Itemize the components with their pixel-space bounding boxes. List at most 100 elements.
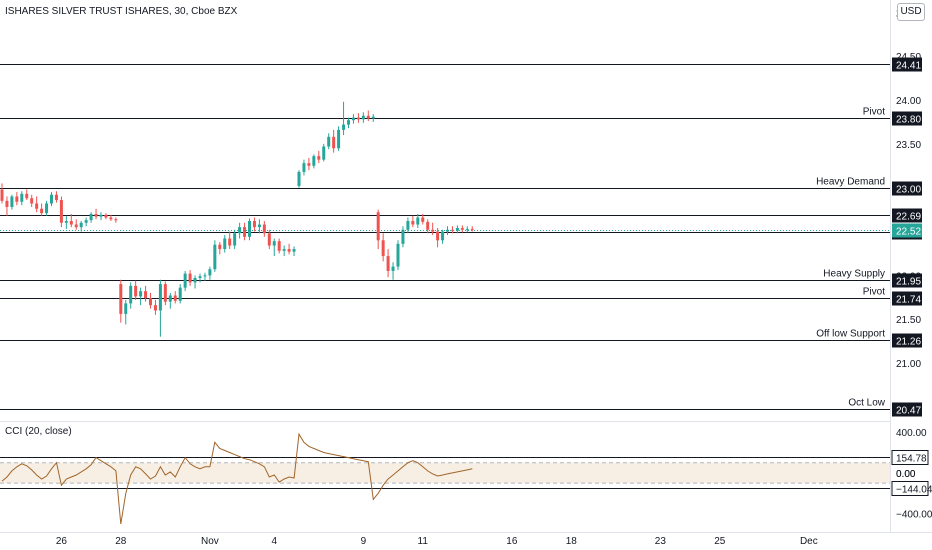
candle-body <box>40 208 44 214</box>
candle-body <box>129 285 133 304</box>
cci-tick-label[interactable]: −400.00 <box>896 510 932 521</box>
candle-body <box>322 146 326 160</box>
time-tick-label[interactable]: 18 <box>566 536 578 547</box>
candle-body <box>50 194 53 204</box>
candle-body <box>446 229 449 232</box>
candlestick-series <box>0 101 474 337</box>
candle-body <box>421 217 425 222</box>
cci-level-label[interactable]: −144.04 <box>896 485 932 496</box>
time-tick-label[interactable]: 16 <box>506 536 518 547</box>
candle-body <box>0 189 4 201</box>
candle-body <box>114 219 118 221</box>
level-price-badge[interactable] <box>892 291 922 306</box>
level-price-label[interactable]: 23.80 <box>896 115 921 126</box>
candle-body <box>262 224 266 234</box>
candle-body <box>30 198 34 204</box>
candle-body <box>356 117 360 120</box>
symbol-title[interactable]: ISHARES SILVER TRUST ISHARES, 30, Cboe B… <box>5 6 238 17</box>
candle-body <box>396 243 400 267</box>
time-tick-label[interactable]: Dec <box>800 536 818 547</box>
candle-body <box>441 231 445 241</box>
candle-body <box>431 229 435 232</box>
candle-body <box>238 227 242 234</box>
time-tick-label[interactable]: 25 <box>714 536 726 547</box>
candle-body <box>45 203 49 214</box>
candle-body <box>69 221 73 225</box>
candle-body <box>297 171 301 186</box>
last-price-badge[interactable] <box>892 223 922 238</box>
candle-body <box>233 233 237 246</box>
candle-body <box>302 163 306 172</box>
candle-body <box>64 221 68 223</box>
level-price-label[interactable]: 20.47 <box>896 406 921 417</box>
candle-body <box>35 203 39 209</box>
cci-level-label[interactable]: 154.78 <box>896 454 927 465</box>
candle-body <box>287 249 291 252</box>
level-price-badge[interactable] <box>892 333 922 348</box>
candle-body <box>163 284 167 302</box>
cci-bands <box>0 457 890 489</box>
time-tick-label[interactable]: 4 <box>271 536 277 547</box>
candle-body <box>144 291 148 299</box>
candle-body <box>347 120 350 125</box>
level-name-label: Oct Low <box>848 398 885 409</box>
candle-body <box>267 233 271 246</box>
price-tick-label[interactable]: 21.00 <box>896 359 921 370</box>
cci-zero-label[interactable]: 0.00 <box>896 469 916 480</box>
time-tick-label[interactable]: Nov <box>201 536 219 547</box>
time-tick-label[interactable]: 11 <box>418 536 429 547</box>
cci-tick-label[interactable]: 0.00 <box>896 469 916 480</box>
level-price-label[interactable]: 21.95 <box>896 277 921 288</box>
level-price-label[interactable]: 22.69 <box>896 212 921 223</box>
level-price-label[interactable]: 23.00 <box>896 185 921 196</box>
cci-band-fill <box>0 462 890 484</box>
candle-body <box>470 228 474 230</box>
price-tick-label[interactable]: 21.50 <box>896 315 921 326</box>
level-price-badge[interactable] <box>892 208 922 223</box>
time-tick-label[interactable]: 28 <box>115 536 127 547</box>
candle-body <box>124 303 128 314</box>
candle-body <box>89 214 93 221</box>
last-price-label[interactable]: 22.52 <box>896 227 921 238</box>
horizontal-levels: Pivot Heavy Demand Heavy Supply Pivot Off lo… <box>0 64 890 410</box>
candle-body <box>406 221 410 230</box>
cci-series <box>1 432 473 524</box>
candle-body <box>416 217 420 225</box>
price-axis[interactable]: 25.0024.5024.0023.5023.0022.5022.0021.50… <box>892 8 922 417</box>
level-name-label: Pivot <box>863 287 885 298</box>
level-price-badge[interactable] <box>892 111 922 126</box>
candle-body <box>193 277 197 283</box>
time-tick-label[interactable]: 23 <box>655 536 667 547</box>
level-price-badge[interactable] <box>892 181 922 196</box>
cci-level-badge[interactable] <box>891 450 929 465</box>
level-price-label[interactable]: 21.26 <box>896 337 921 348</box>
level-price-label[interactable]: 21.74 <box>896 295 921 306</box>
candle-body <box>15 196 19 202</box>
candle-body <box>243 227 247 237</box>
indicator-title[interactable]: CCI (20, close) <box>5 426 72 437</box>
candle-body <box>158 284 162 311</box>
time-tick-label[interactable]: 9 <box>361 536 367 547</box>
price-tick-label[interactable]: 23.50 <box>896 140 921 151</box>
level-price-label[interactable]: 24.41 <box>896 61 921 72</box>
level-price-badge[interactable] <box>892 57 922 72</box>
candle-body <box>460 228 464 230</box>
candle-body <box>455 228 459 231</box>
level-price-badge[interactable] <box>892 402 922 417</box>
candle-body <box>223 238 227 250</box>
price-tick-label[interactable]: 24.00 <box>896 96 921 107</box>
candle-body <box>79 222 83 228</box>
time-tick-label[interactable]: 26 <box>56 536 68 547</box>
candle-body <box>317 156 321 160</box>
candle-body <box>218 244 222 250</box>
cci-tick-label[interactable]: 400.00 <box>896 428 927 439</box>
cci-level-badge[interactable] <box>891 481 929 496</box>
currency-badge[interactable]: USD <box>897 3 925 21</box>
level-price-badge[interactable] <box>892 273 922 288</box>
candle-body <box>342 124 346 130</box>
candle-body <box>213 244 217 270</box>
time-axis[interactable]: 26 28 Nov 4 9 11 16 18 23 25 Dec <box>56 536 818 547</box>
